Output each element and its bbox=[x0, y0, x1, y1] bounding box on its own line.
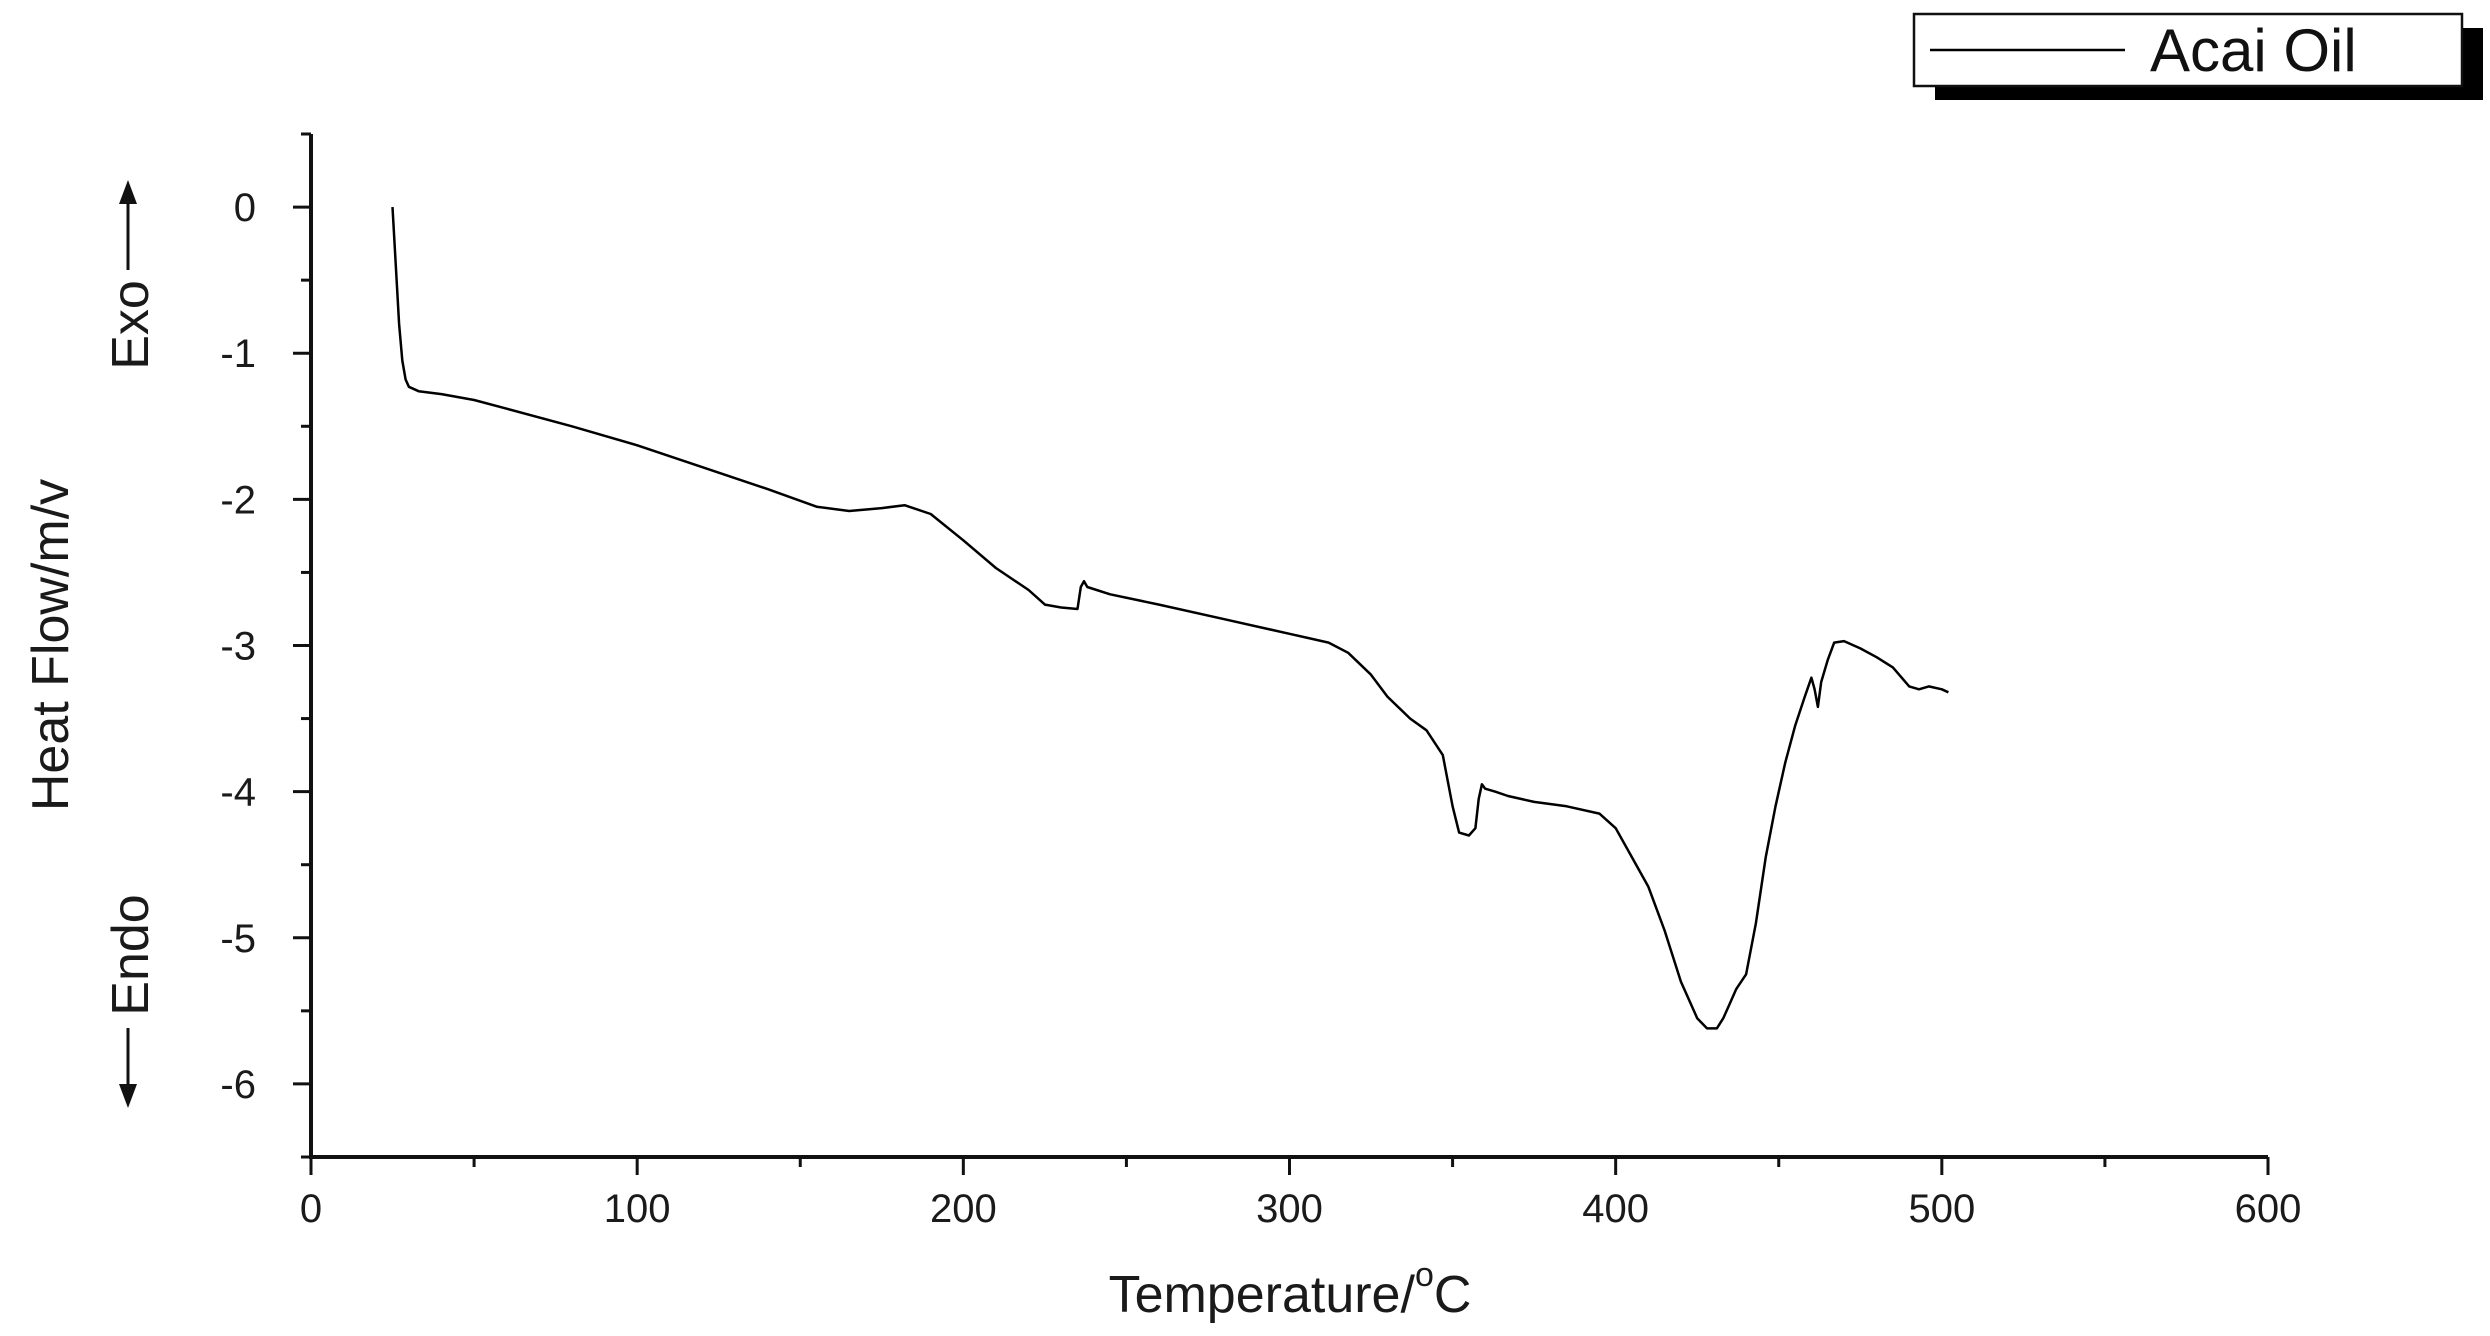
y-tick-label: -1 bbox=[220, 332, 256, 376]
x-tick-label: 0 bbox=[300, 1187, 322, 1231]
y-tick-label: -6 bbox=[220, 1063, 256, 1107]
x-axis-title-superscript: o bbox=[1415, 1256, 1434, 1294]
x-axis-title-main: Temperature/ bbox=[1109, 1266, 1416, 1324]
legend-label: Acai Oil bbox=[2150, 17, 2357, 84]
x-tick-label: 100 bbox=[604, 1187, 671, 1231]
endo-label: Endo bbox=[102, 894, 160, 1015]
x-tick-label: 300 bbox=[1256, 1187, 1323, 1231]
series-line-acai-oil bbox=[391, 207, 1949, 1030]
x-tick-label: 200 bbox=[930, 1187, 997, 1231]
x-axis-title-unit: C bbox=[1434, 1266, 1472, 1324]
x-tick-label: 600 bbox=[2235, 1187, 2302, 1231]
y-tick-label: -5 bbox=[220, 917, 256, 961]
y-axis-title: Heat Flow/m/v bbox=[22, 479, 80, 811]
legend: Acai Oil bbox=[1912, 12, 2483, 100]
x-ticks: 0 100 200 300 400 500 600 bbox=[300, 1157, 2302, 1231]
x-axis-title: Temperature/oC bbox=[1109, 1256, 1472, 1324]
y-tick-label: -4 bbox=[220, 771, 256, 815]
x-tick-label: 400 bbox=[1582, 1187, 1649, 1231]
y-tick-label: 0 bbox=[234, 186, 256, 230]
exo-arrow-head bbox=[119, 180, 137, 204]
y-ticks: -6 -5 -4 -3 -2 -1 0 bbox=[220, 132, 311, 1159]
endo-arrow-head bbox=[119, 1084, 137, 1108]
y-tick-label: -3 bbox=[220, 625, 256, 669]
exo-label: Exo bbox=[102, 280, 160, 370]
y-tick-label: -2 bbox=[220, 478, 256, 522]
x-tick-label: 500 bbox=[1908, 1187, 1975, 1231]
